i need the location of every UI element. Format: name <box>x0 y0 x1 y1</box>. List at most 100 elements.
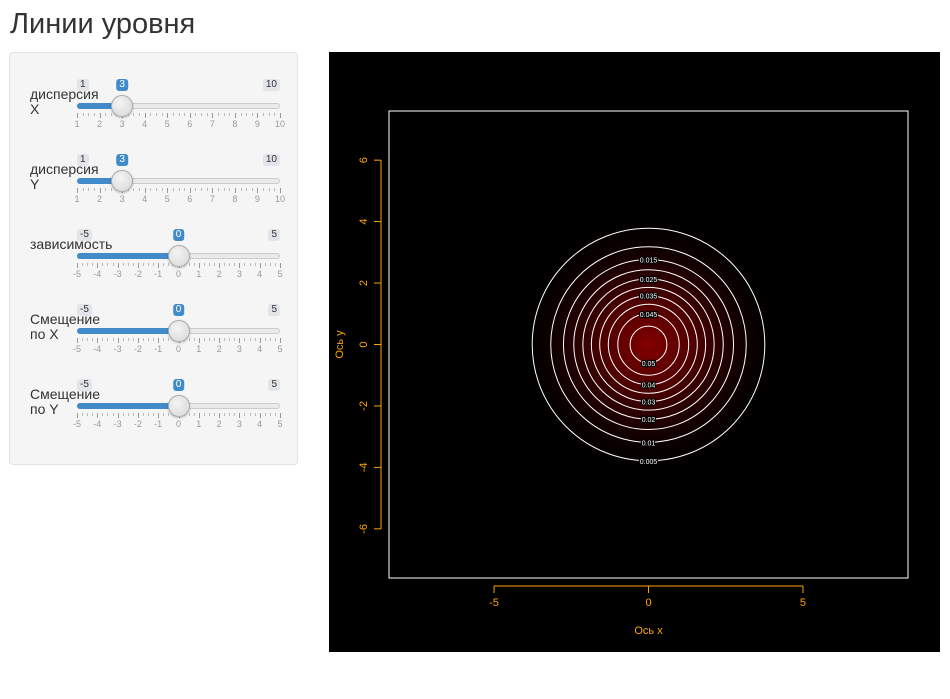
slider-minor-tick <box>163 263 165 266</box>
slider-minor-tick <box>93 188 95 191</box>
contour-plot: 0.005 0.01 0.015 0.02 0.025 0.03 0.035 0.04 0.04… <box>334 110 909 637</box>
slider-minor-tick <box>82 188 84 191</box>
slider-tick <box>158 338 160 343</box>
slider-tick <box>259 338 261 343</box>
slider-minor-tick <box>107 263 109 266</box>
slider-minor-tick <box>214 263 216 266</box>
slider-minor-tick <box>234 338 236 341</box>
y-tick-label: 4 <box>358 219 370 225</box>
slider-tick-label: 5 <box>277 344 283 354</box>
slider-tick-label: 8 <box>232 194 238 204</box>
slider-minor-tick <box>195 113 197 116</box>
slider-minor-tick <box>150 113 152 116</box>
range-slider[interactable]: -5 5 0 -5 -4 -3 -2 -1 0 1 2 3 4 5 <box>73 229 283 289</box>
contour-line <box>607 303 690 386</box>
slider-minor-tick <box>264 263 266 266</box>
slider-minor-tick <box>102 338 104 341</box>
slider-minor-tick <box>203 338 205 341</box>
slider-tick <box>158 413 160 418</box>
slider-tick-label: 5 <box>164 119 170 129</box>
slider-tick-label: -2 <box>133 269 142 279</box>
slider-min-label: -5 <box>77 304 92 316</box>
slider-min-label: -5 <box>77 379 92 391</box>
slider-tick-label: 2 <box>97 194 103 204</box>
slider-tick-label: 6 <box>187 119 193 129</box>
slider-minor-tick <box>269 413 271 416</box>
slider-tick <box>117 338 119 343</box>
slider-minor-tick <box>168 413 170 416</box>
slider-tick-label: -1 <box>154 344 163 354</box>
slider-var-y: дисперсия Y 1 10 3 1 2 3 4 5 6 7 8 9 10 <box>10 134 299 209</box>
slider-tick <box>167 188 169 193</box>
range-slider[interactable]: -5 5 0 -5 -4 -3 -2 -1 0 1 2 3 4 5 <box>73 304 283 364</box>
slider-tick <box>280 338 281 343</box>
y-tick-label: 6 <box>358 157 370 163</box>
slider-tick <box>77 113 78 118</box>
slider-tick <box>259 413 261 418</box>
slider-minor-tick <box>208 263 210 266</box>
slider-tick <box>117 413 119 418</box>
slider-minor-tick <box>92 413 94 416</box>
slider-tick-label: 4 <box>257 419 263 429</box>
slider-minor-tick <box>82 413 84 416</box>
slider-tick-label: 3 <box>119 119 125 129</box>
slider-handle[interactable] <box>167 245 190 267</box>
slider-tick <box>189 113 191 118</box>
slider-max-label: 10 <box>262 154 280 166</box>
slider-minor-tick <box>203 413 205 416</box>
slider-minor-tick <box>112 413 114 416</box>
slider-minor-tick <box>127 338 129 341</box>
slider-minor-tick <box>178 113 180 116</box>
slider-var-x: дисперсия X 1 10 3 1 2 3 4 5 6 7 8 9 10 <box>10 59 299 134</box>
range-slider[interactable]: -5 5 0 -5 -4 -3 -2 -1 0 1 2 3 4 5 <box>73 379 283 439</box>
y-tick-label: 0 <box>358 341 370 347</box>
slider-tick-label: -2 <box>133 419 142 429</box>
slider-tick <box>144 113 146 118</box>
slider-minor-tick <box>148 263 150 266</box>
slider-minor-tick <box>132 338 134 341</box>
contour-label: 0.015 <box>640 257 658 264</box>
slider-minor-tick <box>150 188 152 191</box>
slider-min-label: 1 <box>77 79 89 91</box>
slider-tick-label: 4 <box>257 344 263 354</box>
slider-minor-tick <box>153 413 155 416</box>
slider-tick-label: -3 <box>113 419 122 429</box>
slider-minor-tick <box>142 263 144 266</box>
slider-minor-tick <box>274 188 276 191</box>
contour-line <box>590 286 707 403</box>
slider-tick <box>77 188 78 193</box>
slider-tick-label: 1 <box>196 419 202 429</box>
slider-handle[interactable] <box>111 95 134 117</box>
slider-minor-tick <box>249 263 251 266</box>
slider-tick <box>212 113 214 118</box>
contour-label: 0.04 <box>642 383 656 390</box>
slider-tick-label: -2 <box>133 344 142 354</box>
contour-label: 0.01 <box>642 440 656 447</box>
slider-tick <box>239 413 241 418</box>
slider-minor-tick <box>208 413 210 416</box>
slider-minor-tick <box>201 113 203 116</box>
slider-minor-tick <box>254 338 256 341</box>
range-slider[interactable]: 1 10 3 1 2 3 4 5 6 7 8 9 10 <box>74 154 285 214</box>
slider-tick <box>198 413 200 418</box>
slider-minor-tick <box>254 413 256 416</box>
slider-minor-tick <box>224 338 226 341</box>
slider-handle[interactable] <box>167 320 190 342</box>
slider-minor-tick <box>263 113 265 116</box>
slider-minor-tick <box>112 338 114 341</box>
slider-tick-label: -5 <box>72 344 82 354</box>
slider-tick <box>97 413 99 418</box>
slider-handle[interactable] <box>111 170 134 192</box>
slider-minor-tick <box>127 413 129 416</box>
slider-tick <box>257 188 259 193</box>
contour-label: 0.045 <box>640 312 658 319</box>
slider-minor-tick <box>188 338 190 341</box>
slider-handle[interactable] <box>167 395 190 417</box>
slider-minor-tick <box>87 338 89 341</box>
slider-minor-tick <box>249 413 251 416</box>
range-slider[interactable]: 1 10 3 1 2 3 4 5 6 7 8 9 10 <box>74 79 285 139</box>
slider-tick <box>137 263 139 268</box>
slider-tick-label: 3 <box>236 419 242 429</box>
slider-minor-tick <box>168 263 170 266</box>
slider-minor-tick <box>224 413 226 416</box>
